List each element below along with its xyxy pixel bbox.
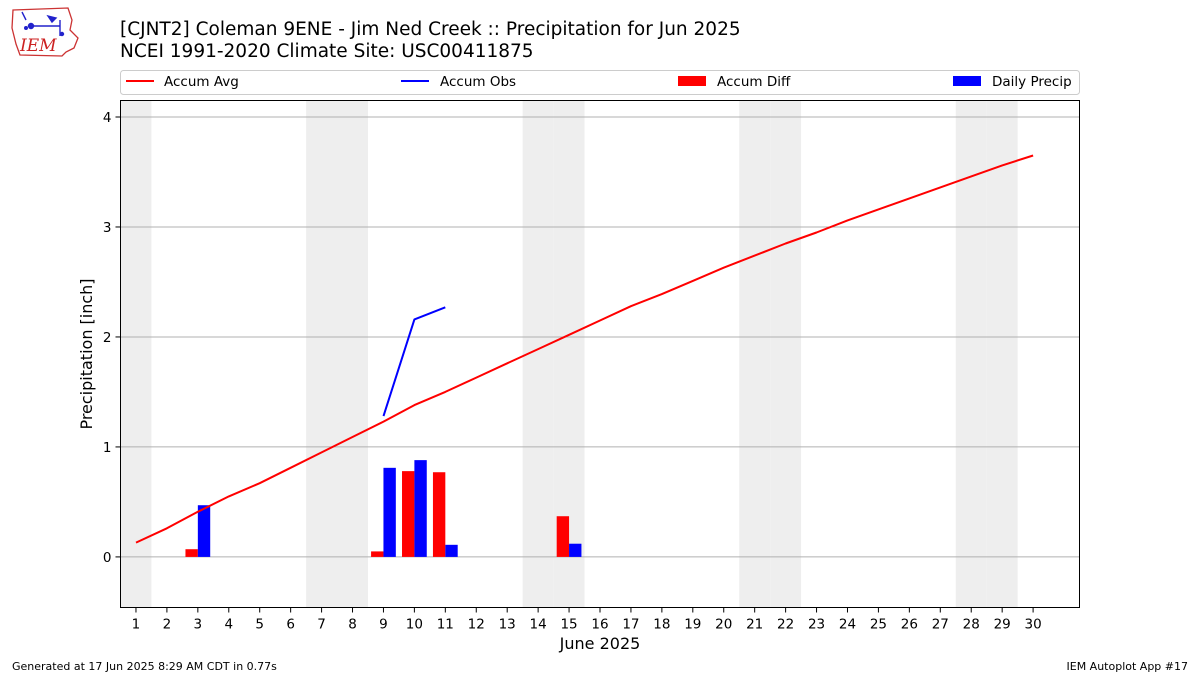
x-tick-label-8: 8 bbox=[348, 617, 357, 633]
legend: Accum Avg Accum Obs Accum Diff Daily Pre… bbox=[120, 70, 1080, 95]
logo-text: IEM bbox=[19, 36, 57, 56]
y-tick-label-0: 0 bbox=[103, 550, 112, 566]
x-tick-label-27: 27 bbox=[932, 617, 949, 633]
weekend-bands bbox=[120, 100, 1018, 608]
x-tick-label-1: 1 bbox=[132, 617, 141, 633]
x-axis: 1 2 3 4 5 6 7 8 9 10 11 12 13 14 15 16 17 18 19 20 21 22 23 24 2… bbox=[132, 607, 1042, 633]
x-tick-label-2: 2 bbox=[163, 617, 172, 633]
legend-label-daily-precip: Daily Precip bbox=[992, 74, 1072, 90]
weekend-band-1 bbox=[120, 100, 152, 608]
x-tick-label-15: 15 bbox=[560, 617, 577, 633]
x-tick-label-14: 14 bbox=[530, 617, 547, 633]
bar-accum-diff-day-9 bbox=[371, 551, 384, 557]
y-axis: 0 1 2 3 4 bbox=[103, 110, 121, 566]
weekend-band-28 bbox=[955, 100, 987, 608]
x-tick-label-24: 24 bbox=[839, 617, 856, 633]
x-tick-label-29: 29 bbox=[994, 617, 1011, 633]
x-tick-label-28: 28 bbox=[963, 617, 980, 633]
weekend-band-22 bbox=[770, 100, 802, 608]
legend-swatch-daily-precip bbox=[953, 76, 981, 86]
iowa-outline-icon bbox=[11, 7, 79, 57]
bar-daily-precip-day-3 bbox=[197, 505, 211, 557]
iem-logo: IEM bbox=[11, 7, 79, 57]
line-accum-obs bbox=[382, 306, 446, 417]
y-axis-label: Precipitation [inch] bbox=[77, 278, 96, 429]
bar-daily-precip-day-9 bbox=[383, 467, 396, 557]
legend-label-accum-obs: Accum Obs bbox=[440, 74, 516, 90]
y-tick-label-1: 1 bbox=[103, 440, 112, 456]
lines bbox=[135, 154, 1034, 544]
x-tick-label-30: 30 bbox=[1025, 617, 1042, 633]
x-tick-label-13: 13 bbox=[499, 617, 516, 633]
bar-daily-precip-day-15 bbox=[569, 543, 582, 557]
x-tick-label-22: 22 bbox=[777, 617, 794, 633]
x-tick-label-7: 7 bbox=[317, 617, 326, 633]
legend-label-accum-diff: Accum Diff bbox=[717, 74, 791, 90]
x-axis-label: June 2025 bbox=[559, 634, 641, 653]
y-tick-label-2: 2 bbox=[103, 330, 112, 346]
weekend-band-21 bbox=[739, 100, 771, 608]
x-tick-label-12: 12 bbox=[468, 617, 485, 633]
x-tick-label-18: 18 bbox=[653, 617, 670, 633]
x-tick-label-21: 21 bbox=[746, 617, 763, 633]
bars bbox=[185, 460, 582, 557]
footer-app-id: IEM Autoplot App #17 bbox=[1067, 660, 1189, 673]
y-tick-label-4: 4 bbox=[103, 110, 112, 126]
weekend-band-7 bbox=[306, 100, 338, 608]
x-tick-label-23: 23 bbox=[808, 617, 825, 633]
bar-accum-diff-day-11 bbox=[432, 472, 446, 557]
x-tick-label-19: 19 bbox=[684, 617, 701, 633]
x-tick-label-6: 6 bbox=[286, 617, 295, 633]
chart-title-line1: [CJNT2] Coleman 9ENE - Jim Ned Creek :: … bbox=[120, 19, 741, 40]
legend-label-accum-avg: Accum Avg bbox=[164, 74, 239, 90]
line-accum-avg bbox=[135, 154, 1034, 544]
legend-swatch-accum-diff bbox=[678, 76, 706, 86]
gridlines bbox=[120, 116, 1080, 558]
x-tick-label-16: 16 bbox=[591, 617, 608, 633]
x-tick-label-4: 4 bbox=[224, 617, 233, 633]
bar-accum-diff-day-15 bbox=[556, 516, 570, 557]
x-tick-label-5: 5 bbox=[255, 617, 264, 633]
weekend-band-29 bbox=[986, 100, 1018, 608]
y-tick-label-3: 3 bbox=[103, 220, 112, 236]
bar-accum-diff-day-10 bbox=[402, 471, 415, 557]
x-tick-label-11: 11 bbox=[437, 617, 454, 633]
x-tick-label-9: 9 bbox=[379, 617, 388, 633]
weather-station-icon bbox=[21, 11, 65, 37]
x-tick-label-26: 26 bbox=[901, 617, 918, 633]
weekend-band-8 bbox=[337, 100, 368, 608]
bar-accum-diff-day-3 bbox=[185, 549, 198, 557]
bar-daily-precip-day-10 bbox=[414, 460, 427, 557]
x-tick-label-17: 17 bbox=[622, 617, 639, 633]
plot-frame bbox=[120, 100, 1080, 608]
x-tick-label-10: 10 bbox=[406, 617, 423, 633]
x-tick-label-3: 3 bbox=[194, 617, 203, 633]
bar-daily-precip-day-11 bbox=[445, 544, 458, 557]
legend-frame bbox=[120, 70, 1080, 95]
x-tick-label-20: 20 bbox=[715, 617, 732, 633]
x-tick-label-25: 25 bbox=[870, 617, 887, 633]
chart-title-line2: NCEI 1991-2020 Climate Site: USC00411875 bbox=[120, 41, 534, 62]
footer-generated: Generated at 17 Jun 2025 8:29 AM CDT in … bbox=[12, 660, 277, 673]
